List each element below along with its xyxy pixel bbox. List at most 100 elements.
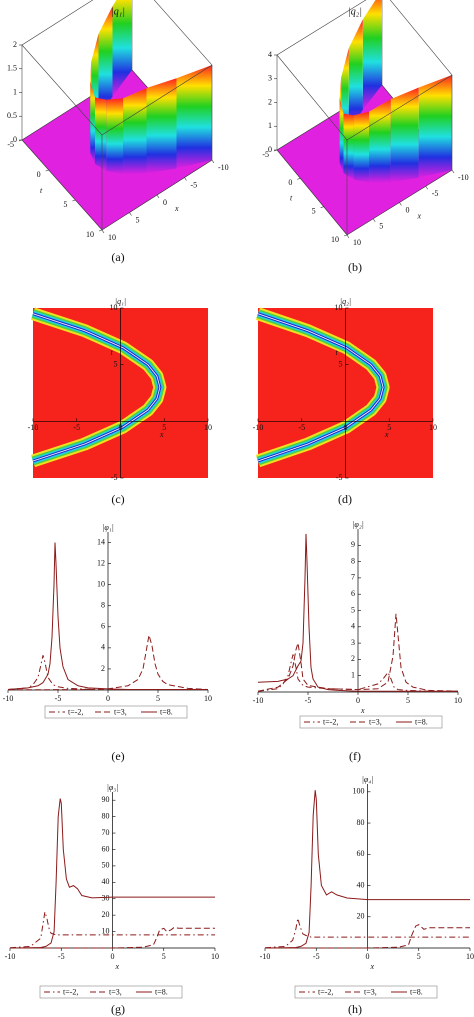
z-tick-label: 1.5 bbox=[7, 64, 17, 73]
y-tick-label: 8 bbox=[101, 601, 105, 610]
legend-label: t=-2, bbox=[63, 987, 78, 996]
caption: (g) bbox=[111, 1002, 125, 1016]
caption: (b) bbox=[348, 260, 362, 274]
legend-box bbox=[44, 705, 188, 719]
y-tick-label: -5 bbox=[111, 473, 118, 482]
x-axis-label: x bbox=[417, 211, 422, 220]
y-tick-label: 9 bbox=[351, 540, 355, 549]
chart-title: |q₂| bbox=[340, 297, 351, 306]
x-tick-label: 10 bbox=[204, 694, 212, 703]
y-tick-label: 50 bbox=[102, 861, 110, 870]
x-tick-label: 5 bbox=[387, 423, 391, 432]
surface-ridge bbox=[353, 111, 370, 183]
t-tick-label: 5 bbox=[312, 206, 316, 215]
t-tick-label: -5 bbox=[262, 150, 269, 159]
x-tick-label: 10 bbox=[204, 423, 212, 432]
z-tick-label: 3 bbox=[268, 74, 272, 83]
y-tick-label: 30 bbox=[102, 894, 110, 903]
caption: (e) bbox=[111, 749, 124, 763]
y-tick-label: 3 bbox=[351, 638, 355, 647]
t-tick-label: 5 bbox=[63, 200, 67, 209]
x-tick-label: -5 bbox=[313, 952, 320, 961]
t-tick bbox=[297, 178, 301, 180]
t-tick bbox=[72, 199, 76, 202]
y-tick-label: 20 bbox=[102, 910, 110, 919]
series-line bbox=[9, 911, 215, 949]
legend-label: t=8. bbox=[410, 987, 423, 996]
x-axis-label: x bbox=[384, 430, 389, 439]
x-tick-label: 10 bbox=[108, 233, 116, 242]
x-tick-label: -5 bbox=[432, 189, 439, 198]
legend-label: t=-2, bbox=[323, 717, 338, 726]
y-tick-label: 100 bbox=[353, 787, 365, 796]
surface-ridge bbox=[339, 98, 344, 173]
z-tick-label: 4 bbox=[268, 50, 272, 59]
t-tick bbox=[98, 229, 103, 232]
x-tick-label: -10 bbox=[218, 163, 229, 172]
y-axis-label: t bbox=[336, 348, 339, 357]
x-tick-label: -10 bbox=[3, 694, 14, 703]
chart-title: |φ₄| bbox=[362, 775, 374, 784]
y-tick-label: 4 bbox=[101, 643, 105, 652]
x-tick-label: 10 bbox=[454, 696, 462, 705]
caption: (c) bbox=[111, 492, 124, 506]
chart-title: |φ₃| bbox=[107, 783, 119, 792]
surface-ridge bbox=[176, 65, 212, 169]
y-tick-label: 60 bbox=[102, 844, 110, 853]
x-tick-label: 5 bbox=[417, 952, 421, 961]
y-tick-label: 12 bbox=[97, 558, 105, 567]
series-line bbox=[10, 926, 215, 949]
y-tick-label: 80 bbox=[357, 818, 365, 827]
series-line bbox=[257, 613, 459, 692]
surface-ridge bbox=[146, 78, 177, 174]
t-tick bbox=[343, 234, 348, 237]
t-tick-label: -5 bbox=[7, 140, 14, 149]
surface-ridge bbox=[390, 87, 419, 183]
x-tick-label: 5 bbox=[406, 696, 410, 705]
caption: (f) bbox=[349, 749, 361, 763]
y-tick-label: 10 bbox=[110, 303, 118, 312]
y-tick-label: 4 bbox=[351, 622, 355, 631]
x-tick-label: 5 bbox=[162, 423, 166, 432]
z-tick-label: 0 bbox=[268, 145, 272, 154]
x-tick bbox=[346, 234, 350, 239]
x-axis-label: x bbox=[115, 962, 120, 971]
x-tick bbox=[211, 159, 215, 164]
x-tick-label: -10 bbox=[253, 423, 264, 432]
legend-label: t=-2, bbox=[68, 707, 83, 716]
x-tick-label: -10 bbox=[260, 952, 271, 961]
surface-ridge bbox=[98, 6, 113, 120]
t-tick-label: 0 bbox=[288, 178, 292, 187]
x-tick-label: -5 bbox=[191, 180, 198, 189]
z-tick-label: 0 bbox=[13, 135, 17, 144]
y-tick-label: 7 bbox=[351, 573, 355, 582]
y-tick-label: 5 bbox=[351, 605, 355, 614]
x-tick bbox=[451, 169, 455, 174]
y-tick-label: 2 bbox=[101, 664, 105, 673]
y-tick-label: 5 bbox=[114, 359, 118, 368]
series-line bbox=[265, 924, 470, 949]
x-tick-label: 0 bbox=[366, 952, 370, 961]
y-tick-label: 5 bbox=[339, 359, 343, 368]
legend-label: t=-2, bbox=[318, 987, 333, 996]
x-tick-label: 10 bbox=[466, 952, 474, 961]
x-tick bbox=[156, 194, 160, 199]
x-tick bbox=[101, 229, 105, 234]
surface-ridge bbox=[112, 0, 132, 97]
y-tick-label: 40 bbox=[102, 877, 110, 886]
surface-ridge bbox=[343, 113, 354, 180]
legend-label: t=8. bbox=[160, 707, 173, 716]
x-tick-label: -10 bbox=[458, 173, 469, 182]
x-tick-label: -5 bbox=[305, 696, 312, 705]
y-tick-label: 60 bbox=[357, 849, 365, 858]
x-axis-label: x bbox=[360, 706, 365, 715]
legend-label: t=8. bbox=[155, 987, 168, 996]
series-line bbox=[7, 635, 209, 691]
chart-title: |φ₁| bbox=[102, 523, 114, 532]
z-tick-label: 2 bbox=[13, 40, 17, 49]
surface-ridge bbox=[418, 75, 452, 178]
y-tick-label: 10 bbox=[335, 303, 343, 312]
legend-label: t=3, bbox=[364, 987, 377, 996]
x-axis-label: x bbox=[159, 430, 164, 439]
x-tick-label: -5 bbox=[55, 694, 62, 703]
